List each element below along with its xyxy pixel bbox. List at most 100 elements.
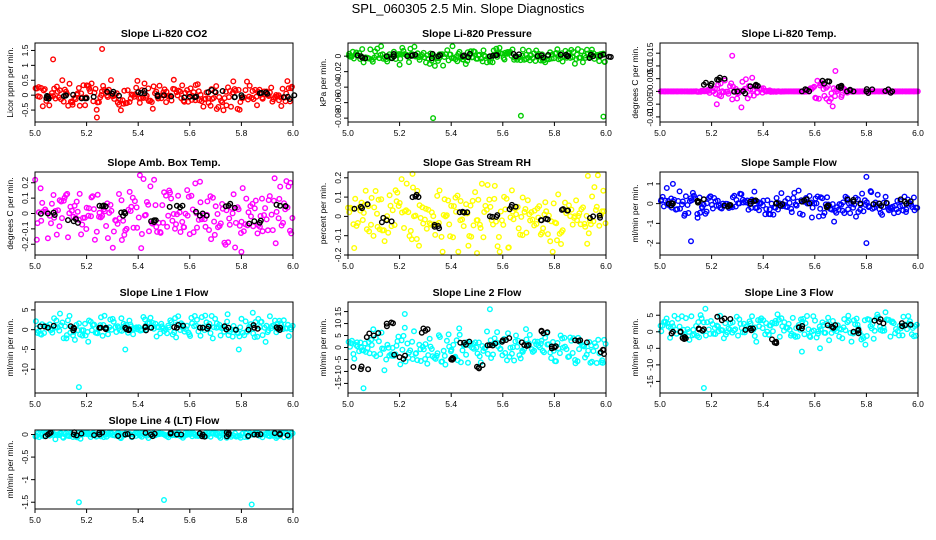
data-point: [69, 101, 76, 108]
data-point: [813, 95, 820, 102]
y-tick-label: 0.2: [20, 177, 30, 189]
black-data-point: [44, 92, 51, 99]
data-point: [422, 356, 429, 363]
data-point: [457, 197, 464, 204]
black-data-point: [449, 356, 456, 363]
black-data-point: [375, 330, 382, 337]
y-tick-label: 0.01: [645, 57, 655, 74]
data-point: [738, 191, 745, 198]
data-point: [585, 230, 592, 237]
black-data-point: [257, 217, 264, 224]
data-point: [558, 240, 565, 247]
data-point: [134, 224, 141, 231]
y-tick-label: -0.2: [20, 237, 30, 252]
data-point: [68, 207, 75, 214]
data-point: [893, 206, 900, 213]
data-point: [99, 332, 106, 339]
data-point: [436, 334, 443, 341]
outlier-point: [287, 179, 294, 186]
x-tick-label: 5.8: [548, 261, 560, 271]
y-axis-label: ml/min per min.: [318, 318, 328, 376]
black-data-point: [479, 362, 486, 369]
black-data-point: [201, 433, 208, 440]
y-tick-label: -0.1: [20, 221, 30, 236]
data-point: [590, 348, 597, 355]
data-point: [32, 318, 39, 325]
x-tick-label: 5.6: [809, 261, 821, 271]
black-data-point: [700, 81, 707, 88]
plot-panel-10: Slope Line 4 (LT) Flow 5.0 5.2 5.4 5.6 5.8 6.0…: [5, 415, 299, 525]
data-point: [737, 87, 744, 94]
black-data-point: [358, 363, 365, 370]
black-data-point: [544, 216, 551, 223]
data-point: [476, 221, 483, 228]
black-data-point: [459, 53, 466, 60]
data-point: [554, 237, 561, 244]
data-point: [596, 222, 603, 229]
y-tick-label: 0.1: [333, 191, 343, 203]
black-data-point: [78, 430, 85, 437]
data-point: [674, 206, 681, 213]
black-data-point: [254, 325, 261, 332]
data-point: [217, 220, 224, 227]
black-data-point: [42, 433, 49, 440]
data-point: [807, 334, 814, 341]
data-point: [562, 199, 569, 206]
data-point: [384, 58, 391, 65]
data-point: [820, 212, 827, 219]
x-tick-label: 5.8: [548, 128, 560, 138]
data-point: [421, 216, 428, 223]
data-point: [738, 104, 745, 111]
black-data-point: [885, 86, 892, 93]
black-data-point: [557, 51, 564, 58]
black-data-point: [903, 200, 910, 207]
data-point: [349, 205, 356, 212]
y-tick-label: 0: [20, 211, 30, 216]
data-point: [211, 218, 218, 225]
data-point: [413, 350, 420, 357]
data-point: [895, 209, 902, 216]
data-point: [577, 221, 584, 228]
data-point: [124, 87, 131, 94]
data-point: [183, 322, 190, 329]
data-point: [359, 216, 366, 223]
data-point: [204, 198, 211, 205]
data-point: [817, 326, 824, 333]
data-point: [401, 324, 408, 331]
data-point: [553, 220, 560, 227]
black-data-point: [199, 433, 206, 440]
data-point: [353, 222, 360, 229]
data-point: [217, 332, 224, 339]
data-point: [468, 233, 475, 240]
data-point: [156, 82, 163, 89]
x-tick-label: 5.6: [184, 261, 196, 271]
y-tick-label: 0: [333, 345, 343, 350]
outlier-point: [248, 501, 255, 508]
data-point: [59, 319, 66, 326]
x-tick-label: 5.6: [184, 515, 196, 525]
black-data-point: [99, 203, 106, 210]
data-point: [83, 225, 90, 232]
data-point: [169, 217, 176, 224]
black-data-point: [431, 221, 438, 228]
black-data-point: [677, 329, 684, 336]
data-point: [750, 92, 757, 99]
data-point: [811, 83, 818, 90]
outlier-point: [93, 114, 100, 121]
data-point: [209, 335, 216, 342]
data-point: [658, 328, 665, 335]
black-data-point: [102, 324, 109, 331]
black-data-point: [489, 342, 496, 349]
data-point: [829, 103, 836, 110]
y-tick-label: 0: [333, 214, 343, 219]
plot-title: Slope Line 4 (LT) Flow: [109, 415, 220, 427]
data-point: [272, 240, 279, 247]
data-point: [215, 103, 222, 110]
y-tick-label: -0.5: [20, 449, 30, 464]
data-point: [184, 187, 191, 194]
outlier-point: [360, 385, 367, 392]
black-data-point: [129, 433, 136, 440]
x-tick-label: 5.8: [235, 261, 247, 271]
data-point: [804, 313, 811, 320]
